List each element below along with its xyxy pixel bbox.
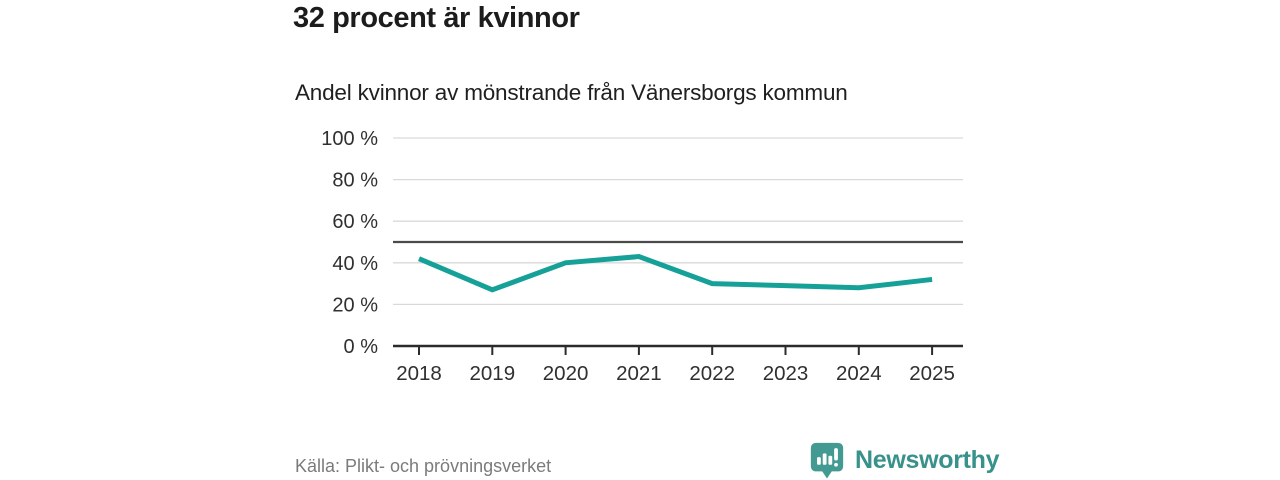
bar-1 <box>817 457 821 465</box>
chart-title: 32 procent är kvinnor <box>293 2 580 34</box>
x-tick-label: 2022 <box>689 362 735 385</box>
x-tick-label: 2023 <box>763 362 809 385</box>
chart-subtitle: Andel kvinnor av mönstrande från Vänersb… <box>295 80 848 105</box>
bar-2 <box>822 453 827 465</box>
newsworthy-wordmark: Newsworthy <box>855 445 1000 474</box>
source-note: Källa: Plikt- och prövningsverket <box>295 456 552 476</box>
bar-3 <box>828 455 833 465</box>
y-tick-label: 20 % <box>332 294 378 316</box>
y-tick-label: 100 % <box>321 128 378 150</box>
y-tick-label: 40 % <box>332 253 378 275</box>
y-tick-label: 80 % <box>332 170 378 192</box>
speech-bubble-shape <box>810 442 844 479</box>
exclamation-dot <box>834 462 838 467</box>
newsworthy-logo: Newsworthy <box>808 441 1000 479</box>
x-tick-label: 2024 <box>836 362 882 385</box>
exclamation-stem <box>834 448 838 461</box>
y-tick-label: 0 % <box>344 336 379 358</box>
y-tick-label: 60 % <box>332 211 378 233</box>
x-tick-label: 2018 <box>396 362 442 385</box>
x-tick-label: 2021 <box>616 362 662 385</box>
data-line <box>418 254 933 293</box>
x-tick-label: 2025 <box>909 362 955 385</box>
line-chart: 0 % 20 % 40 % 60 % 80 % 100 % 2018 2019 2020 2021… <box>321 128 963 385</box>
newsworthy-bubble-chart-icon <box>810 442 844 479</box>
x-tick-label: 2020 <box>543 362 589 385</box>
x-tick-label: 2019 <box>469 362 515 385</box>
